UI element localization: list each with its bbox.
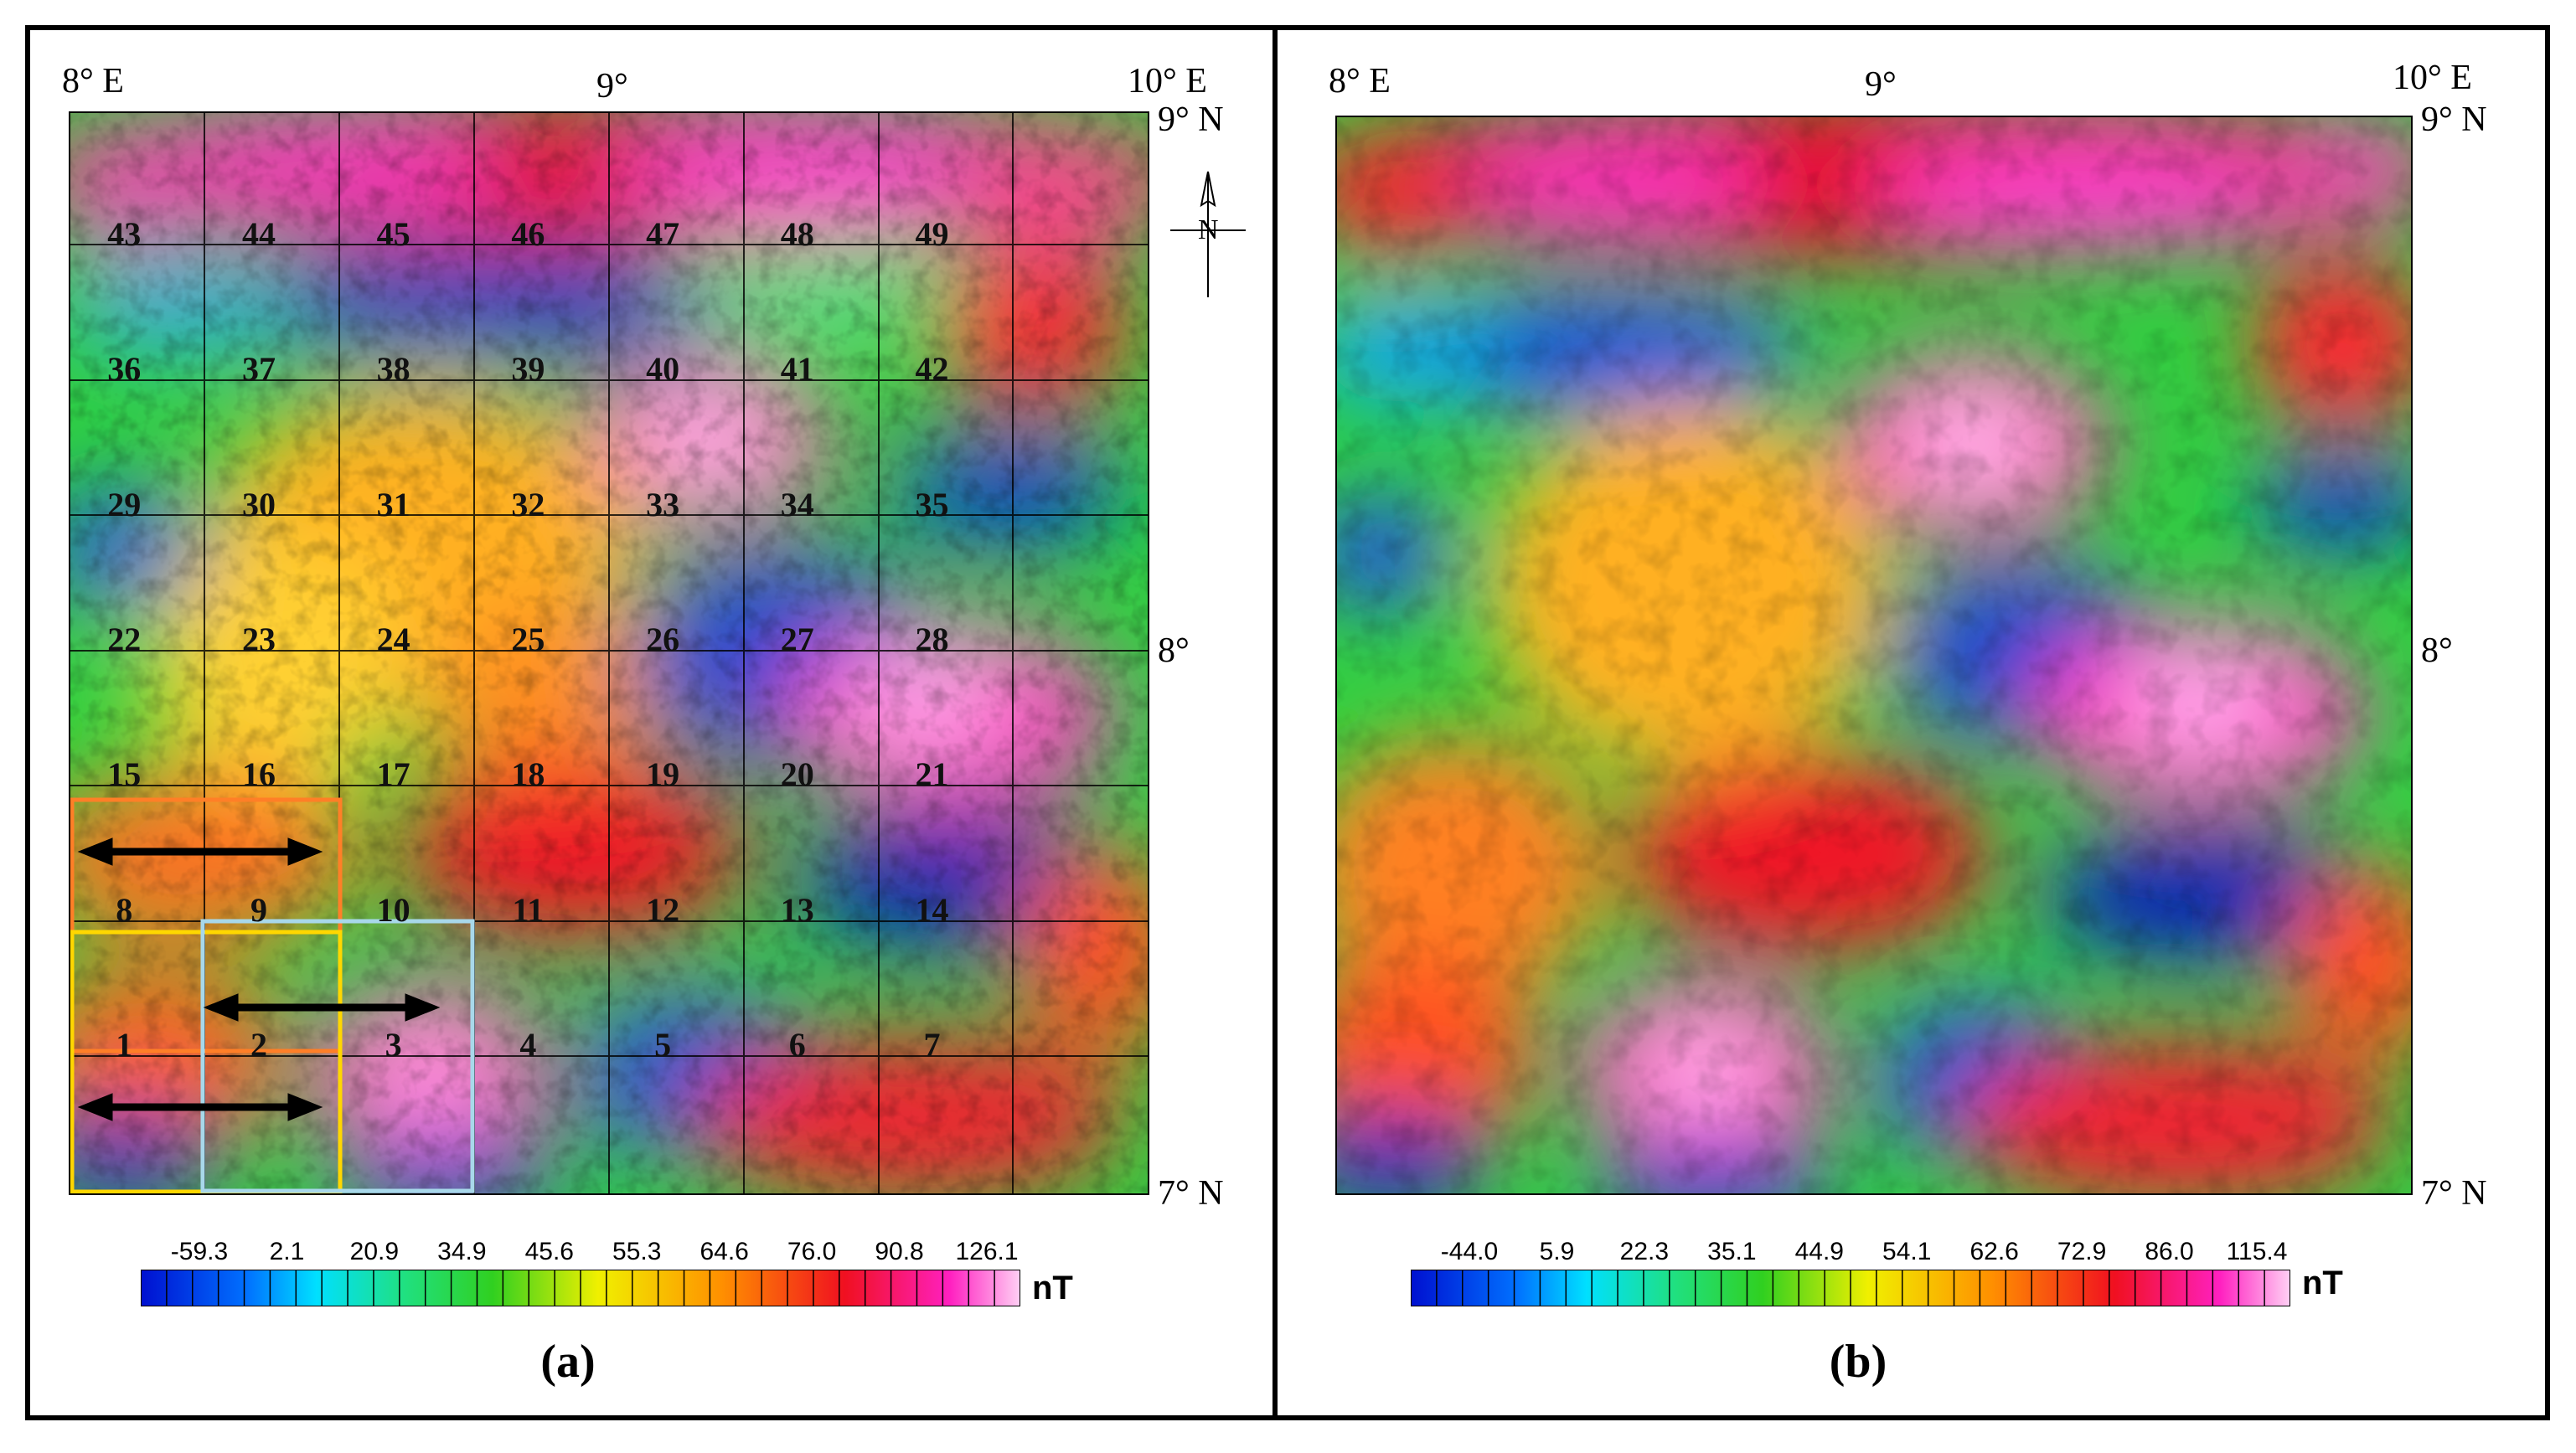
panel-b-colorbar-tick-label: -44.0: [1440, 1238, 1499, 1265]
grid-cell-number: 24: [376, 621, 410, 659]
grid-cell-number: 35: [915, 485, 949, 523]
profile-arrows: [77, 837, 441, 1121]
grid-cell-number: 16: [241, 755, 276, 794]
panel-a-colorbar-tick-label: 126.1: [955, 1238, 1019, 1265]
grid-cell-number: 18: [511, 755, 545, 794]
grid-cell-number: 33: [646, 485, 680, 523]
grid-cell-number: 29: [107, 485, 142, 523]
panel-a-colorbar-tick-label: 2.1: [269, 1238, 305, 1265]
grid-cell-number: 42: [915, 350, 949, 389]
grid-cell-number: 17: [376, 755, 410, 794]
grid-cell-number: 4: [519, 1025, 537, 1064]
panel-a-lat-label-7n: 7° N: [1158, 1174, 1224, 1213]
panel-b-label: (b): [1829, 1336, 1887, 1388]
panel-a-colorbar-tick-label: 64.6: [699, 1238, 749, 1265]
grid-cell-number: 34: [780, 485, 814, 523]
panel-b-colorbar-tick-label: 44.9: [1794, 1238, 1844, 1265]
grid-cell-number: 9: [250, 890, 267, 929]
panel-b-lon-label-8e: 8° E: [1329, 62, 1391, 100]
panel-b-colorbar-tick-label: 115.4: [2226, 1238, 2288, 1265]
panel-b-lat-label-9n: 9° N: [2421, 100, 2487, 139]
panel-a-magnetic-map: [70, 113, 1148, 1193]
grid-cell-number: 44: [241, 215, 276, 254]
grid-cell-number: 6: [788, 1025, 806, 1064]
panel-b-magnetic-map: [1337, 117, 2411, 1193]
panel-b-colorbar-tick-label: 72.9: [2057, 1238, 2107, 1265]
panel-divider: [1273, 25, 1278, 1420]
grid-cell-number: 12: [646, 890, 680, 929]
panel-a-colorbar: [140, 1269, 1021, 1307]
grid-cell-number: 11: [512, 890, 545, 929]
grid-cell-number: 19: [646, 755, 680, 794]
north-arrow-label: N: [1198, 214, 1219, 245]
grid-cell-number: 49: [915, 215, 949, 254]
grid-cell-number: 5: [654, 1025, 672, 1064]
grid-cell-number: 36: [107, 350, 142, 389]
panel-a-colorbar-tick-label: 20.9: [349, 1238, 400, 1265]
grid-cell-number: 23: [241, 621, 276, 659]
panel-b-lat-label-8: 8°: [2421, 631, 2453, 670]
grid-cell-number: 39: [511, 350, 545, 389]
grid-cell-number: 38: [376, 350, 410, 389]
grid-cell-number: 27: [780, 621, 814, 659]
grid-cell-number: 7: [923, 1025, 941, 1064]
panel-a-colorbar-gradient: [140, 1269, 1021, 1307]
grid-cell-number: 20: [780, 755, 814, 794]
grid-cell-number: 10: [376, 890, 410, 929]
panel-b-colorbar-tick-label: 86.0: [2145, 1238, 2194, 1265]
panel-b-colorbar-tick-label: 22.3: [1619, 1238, 1670, 1265]
panel-b-colorbar-tick-label: 5.9: [1539, 1238, 1575, 1265]
grid-cell-number: 48: [780, 215, 814, 254]
panel-a-lon-label-10e: 10° E: [1128, 62, 1207, 100]
panel-a-lon-label-8e: 8° E: [62, 62, 124, 100]
panel-a-colorbar-tick-label: -59.3: [170, 1238, 229, 1265]
north-arrow-icon: N: [1166, 167, 1250, 301]
figure-frame: [25, 25, 2550, 1420]
panel-a-label: (a): [540, 1336, 596, 1388]
grid-cell-number: 32: [511, 485, 545, 523]
panel-a-lat-label-9n: 9° N: [1158, 100, 1224, 139]
panel-b-colorbar-tick-label: 35.1: [1707, 1238, 1757, 1265]
panel-b-colorbar-tick-label: 62.6: [1969, 1238, 2019, 1265]
panel-a-colorbar-unit: nT: [1032, 1270, 1073, 1306]
grid-cell-number: 31: [376, 485, 410, 523]
grid-cell-number: 41: [780, 350, 814, 389]
grid-cell-number: 40: [646, 350, 680, 389]
panel-a-colorbar-tick-label: 45.6: [524, 1238, 574, 1265]
grid-cell-number: 28: [915, 621, 949, 659]
profile-box-orange: [70, 797, 343, 1054]
panel-b-colorbar-tick-label: 54.1: [1882, 1238, 1932, 1265]
grid-cell-number: 43: [107, 215, 142, 254]
profile-box-lightblue: [200, 919, 475, 1193]
grid-cell-number: 15: [107, 755, 142, 794]
grid-cell-number: 25: [511, 621, 545, 659]
grid-cell-number: 37: [241, 350, 276, 389]
panel-b-colorbar-gradient: [1410, 1269, 2291, 1307]
panel-b-lat-label-7n: 7° N: [2421, 1174, 2487, 1213]
panel-b-colorbar-unit: nT: [2302, 1265, 2343, 1301]
panel-b-lon-label-9: 9°: [1865, 65, 1897, 104]
grid-cell-number: 26: [646, 621, 680, 659]
panel-a-colorbar-tick-label: 90.8: [875, 1238, 924, 1265]
grid-cell-number: 45: [376, 215, 410, 254]
grid-cell-number: 47: [646, 215, 680, 254]
grid-cell-number: 46: [511, 215, 545, 254]
grid-cell-number: 3: [385, 1025, 402, 1064]
panel-b-lon-label-10e: 10° E: [2393, 59, 2472, 97]
grid-cell-number: 13: [780, 890, 814, 929]
panel-a-colorbar-tick-label: 76.0: [787, 1238, 837, 1265]
grid-cell-number: 30: [241, 485, 276, 523]
grid-cell-number: 1: [116, 1025, 133, 1064]
grid-cell-number: 14: [915, 890, 949, 929]
panel-a-lat-label-8: 8°: [1158, 631, 1190, 670]
panel-a-lon-label-9: 9°: [596, 67, 628, 106]
panel-a-colorbar-tick-label: 55.3: [612, 1238, 662, 1265]
grid-cell-number: 8: [116, 890, 133, 929]
grid-cell-number: 22: [107, 621, 142, 659]
grid-cell-number: 2: [250, 1025, 267, 1064]
panel-a-colorbar-tick-label: 34.9: [437, 1238, 487, 1265]
grid-cell-number: 21: [915, 755, 949, 794]
panel-b-colorbar: [1410, 1269, 2291, 1307]
